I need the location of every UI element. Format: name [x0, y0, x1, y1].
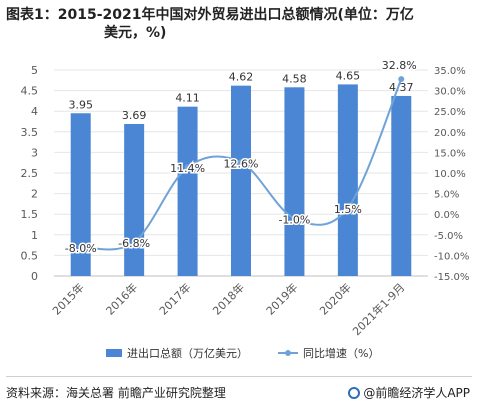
growth-value-label: 12.6% [224, 157, 259, 170]
y-left-tick-label: 0 [31, 270, 38, 283]
bar [284, 87, 305, 276]
y-left-tick-label: 0.5 [21, 249, 39, 262]
growth-point [344, 205, 351, 212]
growth-value-label: -8.0% [65, 242, 97, 255]
y-left-tick-label: 2.5 [21, 167, 39, 180]
growth-value-label: -6.8% [118, 237, 150, 250]
growth-point [291, 215, 298, 222]
legend-line-label: 同比增速（%） [303, 346, 379, 360]
bar [124, 123, 145, 276]
y-right-tick-label: -10.0% [434, 251, 469, 262]
growth-point [184, 164, 191, 171]
x-tick-label: 2015年 [49, 280, 86, 317]
bar [391, 95, 412, 277]
chart-title: 图表1：2015-2021年中国对外贸易进出口总额情况(单位：万亿 美元，%) [6, 6, 472, 42]
footer-divider [6, 376, 472, 377]
brand-text: @前瞻经济学人APP [363, 386, 470, 400]
bar-value-label: 4.58 [282, 72, 307, 85]
y-left-tick-label: 1.5 [21, 208, 39, 221]
growth-point [238, 159, 244, 166]
growth-line [80, 78, 403, 251]
bar-value-label: 4.11 [175, 92, 200, 105]
bar [70, 113, 91, 276]
y-right-tick-label: 0.0% [434, 210, 459, 221]
y-right-tick-label: -15.0% [434, 272, 469, 283]
y-left-tick-label: 2 [31, 188, 38, 201]
legend-line-marker [285, 350, 291, 356]
legend-bar-label: 进出口总额（万亿美元） [127, 346, 248, 360]
y-right-tick-label: 20.0% [434, 128, 466, 139]
x-tick-label: 2017年 [156, 280, 193, 317]
y-right-tick-label: 15.0% [434, 148, 466, 159]
growth-point [398, 76, 405, 83]
bar [177, 106, 198, 276]
y-right-tick-label: -5.0% [434, 231, 463, 242]
growth-value-label: 32.8% [382, 59, 417, 72]
growth-value-label: -1.0% [278, 213, 310, 226]
bar [337, 84, 358, 276]
bar [231, 85, 251, 276]
x-tick-label: 2019年 [263, 280, 300, 317]
y-right-tick-label: 35.0% [434, 66, 466, 77]
x-tick-label: 2018年 [210, 280, 247, 317]
chart-title-line1: 图表1：2015-2021年中国对外贸易进出口总额情况(单位：万亿 [6, 7, 414, 23]
bar-value-label: 4.65 [336, 69, 361, 82]
growth-value-label: 11.4% [170, 162, 205, 175]
legend-bar-swatch [106, 349, 122, 357]
bar-value-label: 4.62 [229, 71, 254, 84]
source-note: 资料来源：海关总署 前瞻产业研究院整理 [6, 386, 226, 400]
brand-logo-icon [348, 387, 361, 399]
y-left-tick-label: 3 [31, 146, 38, 159]
x-tick-label: 2020年 [317, 280, 354, 317]
brand-credit: @前瞻经济学人APP [348, 384, 470, 401]
y-right-tick-label: 25.0% [434, 107, 466, 118]
chart-plot: 0 0.5 1 1.5 2 2.5 3 3.5 4 4.5 5 -15.0% -10.0% -5.0% 0.… [21, 58, 470, 360]
y-left-tick-label: 4 [31, 105, 38, 118]
bar-value-label: 4.37 [389, 81, 414, 94]
y-left-tick-label: 4.5 [21, 85, 39, 98]
x-tick-label: 2016年 [103, 280, 140, 317]
bar-value-label: 3.69 [122, 109, 147, 122]
growth-point [77, 244, 84, 251]
y-left-tick-label: 1 [31, 229, 38, 242]
y-right-tick-label: 30.0% [434, 87, 466, 98]
growth-point [131, 239, 138, 246]
chart-title-line2: 美元，%) [104, 25, 167, 41]
y-left-tick-label: 3.5 [21, 126, 39, 139]
bar-value-label: 3.95 [68, 98, 93, 111]
y-right-tick-label: 10.0% [434, 169, 466, 180]
y-left-tick-label: 5 [31, 64, 38, 77]
growth-value-label: 1.5% [334, 203, 362, 216]
x-tick-label: 2021年1-9月 [349, 280, 407, 338]
y-right-tick-label: 5.0% [434, 190, 459, 201]
